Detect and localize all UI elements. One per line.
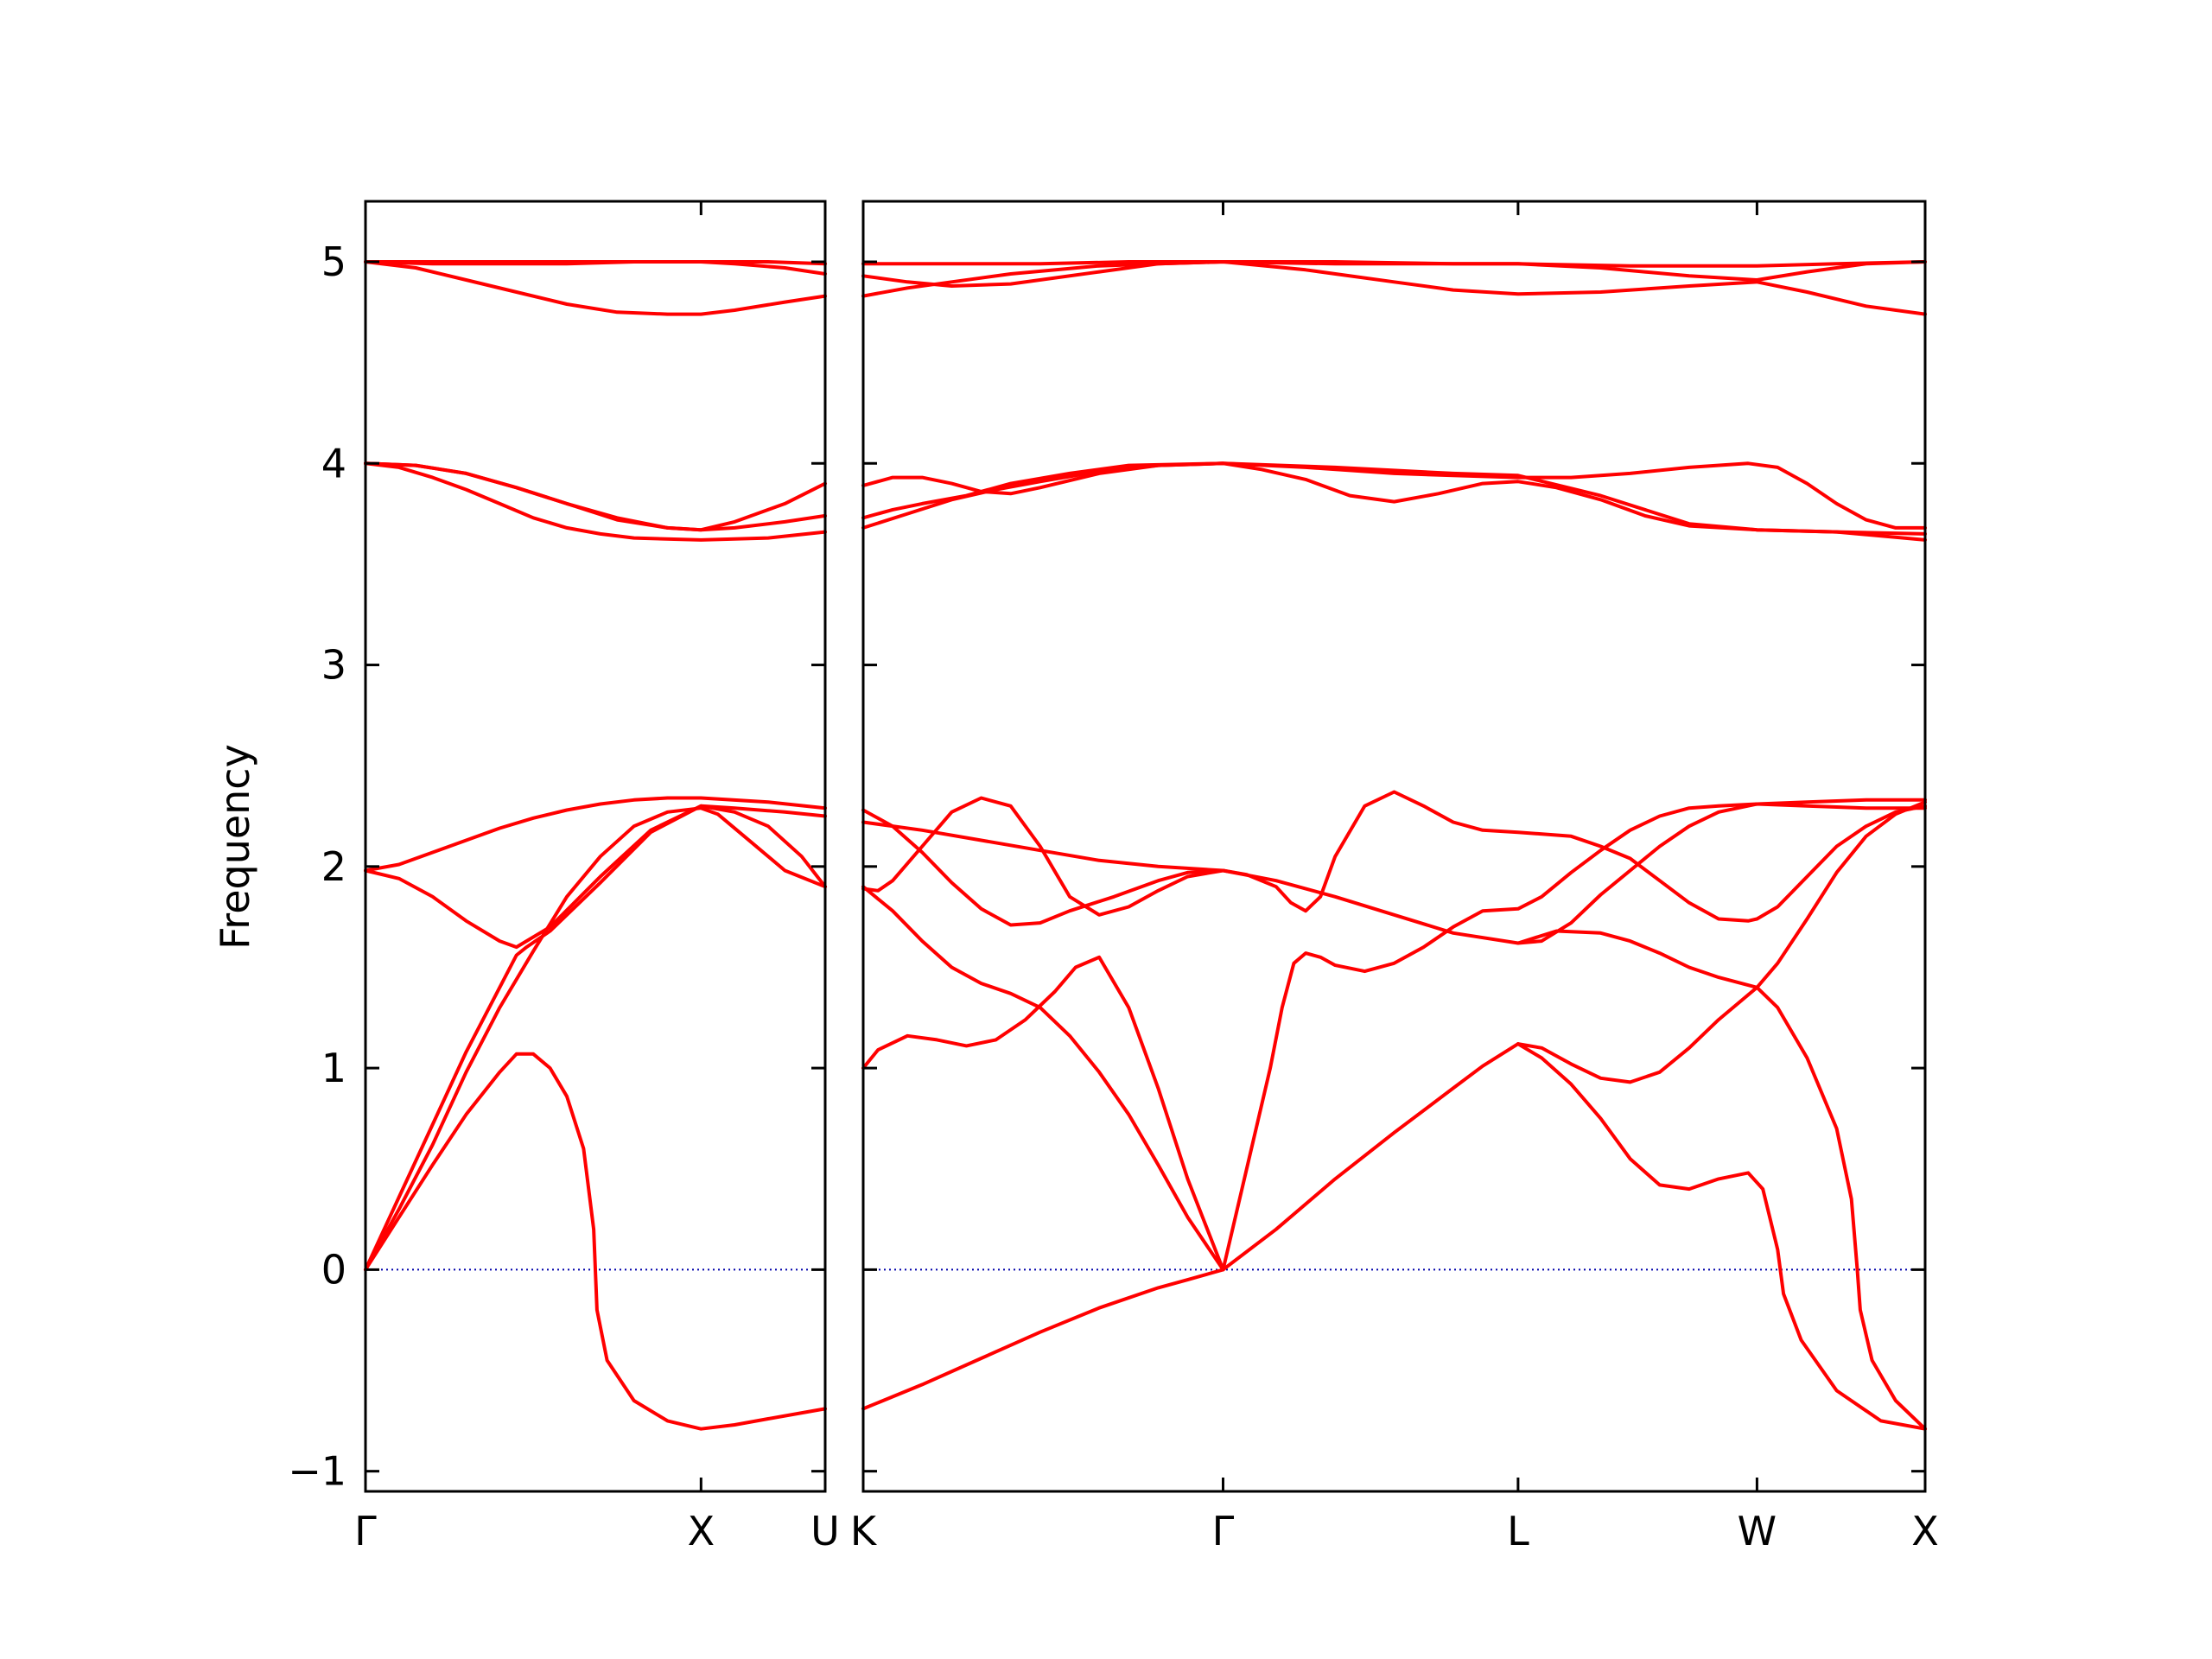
band-line-6 <box>364 461 827 542</box>
x-tick-label: X <box>1911 1508 1939 1554</box>
panel-1: −1 0 1 2 3 4 5 Γ X U <box>288 200 840 1554</box>
y-tick-label: 1 <box>321 1045 346 1091</box>
band-line-4 <box>364 804 827 950</box>
band-line-9 <box>1221 790 1927 923</box>
band-line-2 <box>861 955 1225 1272</box>
band-line-2 <box>364 806 827 1272</box>
band-line-13 <box>861 461 1927 536</box>
y-axis-label: Frequency <box>212 744 258 950</box>
band-line-8 <box>364 461 827 532</box>
band-line-1 <box>364 1052 827 1431</box>
band-line-5 <box>364 796 827 873</box>
band-line-11 <box>364 260 827 266</box>
x-tick-label: Γ <box>1212 1508 1235 1554</box>
band-line-16 <box>861 260 1927 316</box>
y-tick-label: 0 <box>321 1246 346 1293</box>
band-line-12 <box>1516 798 1927 945</box>
band-line-9 <box>364 260 827 316</box>
band-line-1 <box>861 1268 1225 1411</box>
x-tick-label: X <box>688 1508 715 1554</box>
band-line-7 <box>364 461 827 532</box>
band-line-10 <box>1221 800 1927 989</box>
band-line-11 <box>1516 1042 1927 1431</box>
band-line-8 <box>1221 985 1927 1431</box>
band-line-6 <box>861 820 1225 873</box>
y-tick-label: 3 <box>321 642 346 689</box>
band-line-4 <box>861 796 1225 917</box>
x-tick-label: Γ <box>354 1508 377 1554</box>
band-line-7 <box>1221 802 1927 1272</box>
x-tick-label: K <box>850 1508 878 1554</box>
band-line-18 <box>861 260 1927 268</box>
band-line-3 <box>861 885 1225 1272</box>
x-tick-label: L <box>1507 1508 1529 1554</box>
y-tick-label: 4 <box>321 440 346 486</box>
band-line-14 <box>861 461 1927 530</box>
panel-frame <box>861 200 1927 1493</box>
band-line-5 <box>861 808 1225 927</box>
band-line-3 <box>364 804 827 1272</box>
x-tick-label: U <box>810 1508 840 1554</box>
y-tick-label: 2 <box>321 843 346 890</box>
y-tick-label: −1 <box>288 1448 346 1495</box>
band-line-15 <box>861 461 1927 542</box>
x-tick-label: W <box>1738 1508 1777 1554</box>
panel-frame <box>364 200 827 1493</box>
y-tick-label: 5 <box>321 238 346 285</box>
plot-panels: −1 0 1 2 3 4 5 Γ X U K Γ L W X <box>288 200 1939 1554</box>
